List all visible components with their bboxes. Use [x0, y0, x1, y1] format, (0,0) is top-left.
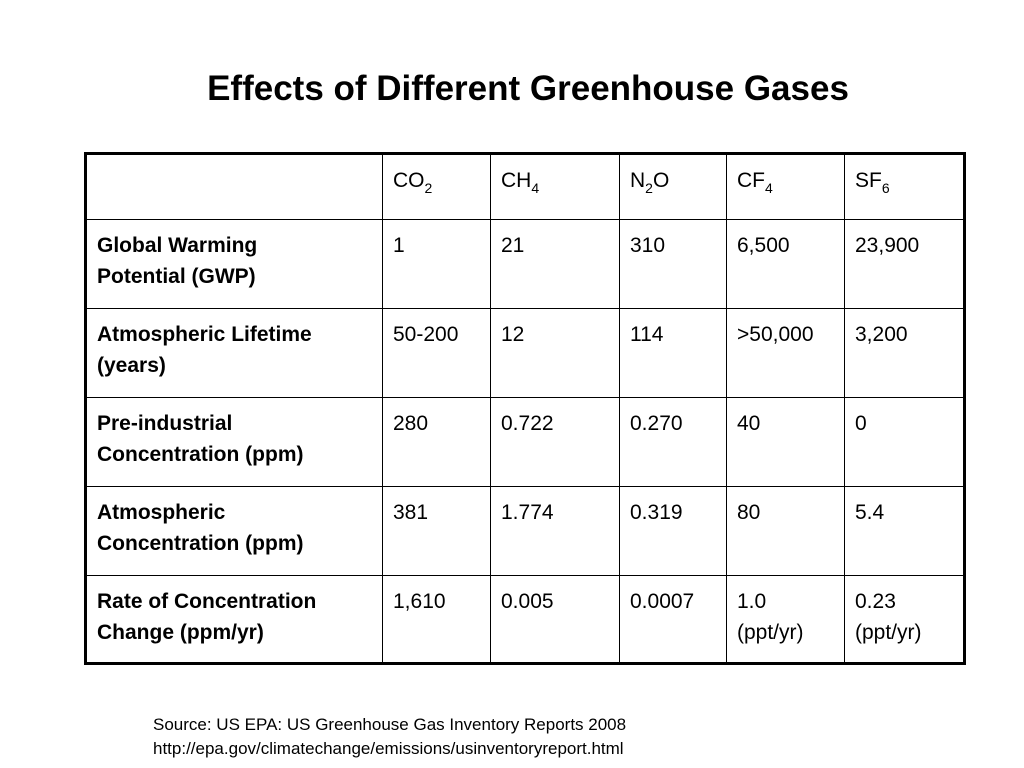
header-corner-cell — [85, 153, 383, 220]
gas-formula-subscript: 2 — [424, 180, 433, 196]
cell-value: 0.270 — [630, 412, 683, 435]
row-label-line: Concentration (ppm) — [97, 443, 304, 466]
cell-value: 50-200 — [393, 323, 459, 346]
header-cell-ch4: CH4 — [490, 153, 620, 220]
table-cell: 1,610 — [382, 575, 491, 664]
table-cell: 280 — [382, 397, 491, 487]
row-label-line: Potential (GWP) — [97, 265, 256, 288]
table-cell: 0.722 — [490, 397, 620, 487]
table-cell: 40 — [726, 397, 845, 487]
table-cell: 0.005 — [490, 575, 620, 664]
gas-formula-base: CH — [501, 169, 532, 192]
cell-value: 0.005 — [501, 590, 554, 613]
table-cell: 1.0 (ppt/yr) — [726, 575, 845, 664]
source-url: http://epa.gov/climatechange/emissions/u… — [153, 739, 624, 758]
source-citation: Source: US EPA: US Greenhouse Gas Invent… — [153, 713, 626, 761]
cell-value: 280 — [393, 412, 429, 435]
cell-value: 0.0007 — [630, 590, 695, 613]
cell-value: 0.23 — [855, 590, 896, 613]
table-cell: 12 — [490, 308, 620, 398]
table-cell: 0.0007 — [619, 575, 727, 664]
table-row-lifetime: Atmospheric Lifetime (years) 50-200 12 11… — [85, 308, 965, 398]
table-row-atmospheric-concentration: Atmospheric Concentration (ppm) 381 1.774… — [85, 486, 965, 576]
gas-formula-subscript: 2 — [645, 180, 653, 196]
row-label-line: Rate of Concentration — [97, 590, 317, 613]
table-cell: 0 — [844, 397, 965, 487]
header-cell-cf4: CF4 — [726, 153, 845, 220]
header-cell-co2: CO2 — [382, 153, 491, 220]
table-cell: 310 — [619, 219, 727, 309]
table-row-rate-of-change: Rate of Concentration Change (ppm/yr) 1,6… — [85, 575, 965, 664]
table-cell: 0.270 — [619, 397, 727, 487]
table-row-gwp: Global Warming Potential (GWP) 1 21 310 6… — [85, 219, 965, 309]
table-cell: 0.23 (ppt/yr) — [844, 575, 965, 664]
cell-value: 1 — [393, 234, 405, 257]
slide-title: Effects of Different Greenhouse Gases — [207, 69, 849, 108]
table-header-row: CO2 CH4 N2O CF4 SF6 — [85, 153, 965, 220]
cell-value: 6,500 — [737, 234, 790, 257]
table-row-preindustrial: Pre-industrial Concentration (ppm) 280 0.… — [85, 397, 965, 487]
gas-formula-base: CF — [737, 169, 765, 192]
cell-value: 80 — [737, 501, 761, 524]
row-label-cell: Global Warming Potential (GWP) — [85, 219, 383, 309]
row-label-cell: Pre-industrial Concentration (ppm) — [85, 397, 383, 487]
table-cell: 80 — [726, 486, 845, 576]
table-cell: 381 — [382, 486, 491, 576]
gas-formula-subscript: 6 — [881, 180, 890, 196]
table-cell: 23,900 — [844, 219, 965, 309]
row-label-line: Atmospheric — [97, 501, 226, 524]
gas-formula-suffix: O — [652, 169, 670, 192]
gas-formula-subscript: 4 — [531, 180, 540, 196]
cell-value: 21 — [501, 234, 525, 257]
table-cell: 114 — [619, 308, 727, 398]
row-label-cell: Atmospheric Concentration (ppm) — [85, 486, 383, 576]
gas-formula-base: CO — [393, 169, 425, 192]
header-cell-sf6: SF6 — [844, 153, 965, 220]
row-label-line: Atmospheric Lifetime — [97, 323, 312, 346]
cell-value: 0.722 — [501, 412, 554, 435]
row-label-line: Global Warming — [97, 234, 258, 257]
cell-value: 310 — [630, 234, 666, 257]
row-label-line: (years) — [97, 354, 166, 377]
table-cell: 6,500 — [726, 219, 845, 309]
cell-value: 1.0 — [737, 590, 767, 613]
cell-unit: (ppt/yr) — [737, 621, 804, 644]
table-cell: 50-200 — [382, 308, 491, 398]
greenhouse-gas-table: CO2 CH4 N2O CF4 SF6 Global Warming Potent… — [84, 152, 966, 665]
row-label-line: Change (ppm/yr) — [97, 621, 264, 644]
table-cell: 3,200 — [844, 308, 965, 398]
row-label-cell: Rate of Concentration Change (ppm/yr) — [85, 575, 383, 664]
cell-value: 1,610 — [393, 590, 446, 613]
source-text: Source: US EPA: US Greenhouse Gas Invent… — [153, 715, 627, 734]
cell-value: 3,200 — [855, 323, 908, 346]
table-cell: 1 — [382, 219, 491, 309]
cell-value: 114 — [630, 323, 664, 346]
row-label-line: Pre-industrial — [97, 412, 233, 435]
cell-value: 0.319 — [630, 501, 683, 524]
table-cell: 0.319 — [619, 486, 727, 576]
cell-value: >50,000 — [737, 323, 814, 346]
gas-formula-subscript: 4 — [765, 180, 773, 196]
gas-formula-base: N — [630, 169, 646, 192]
cell-value: 12 — [501, 323, 525, 346]
table-cell: 21 — [490, 219, 620, 309]
cell-value: 0 — [855, 412, 867, 435]
header-cell-n2o: N2O — [619, 153, 727, 220]
cell-unit: (ppt/yr) — [855, 621, 922, 644]
table-cell: 5.4 — [844, 486, 965, 576]
cell-value: 1.774 — [501, 501, 554, 524]
cell-value: 40 — [737, 412, 761, 435]
row-label-line: Concentration (ppm) — [97, 532, 304, 555]
gas-formula-base: SF — [855, 169, 882, 192]
cell-value: 5.4 — [855, 501, 885, 524]
table-cell: >50,000 — [726, 308, 845, 398]
cell-value: 23,900 — [855, 234, 920, 257]
cell-value: 381 — [393, 501, 429, 524]
table-cell: 1.774 — [490, 486, 620, 576]
row-label-cell: Atmospheric Lifetime (years) — [85, 308, 383, 398]
